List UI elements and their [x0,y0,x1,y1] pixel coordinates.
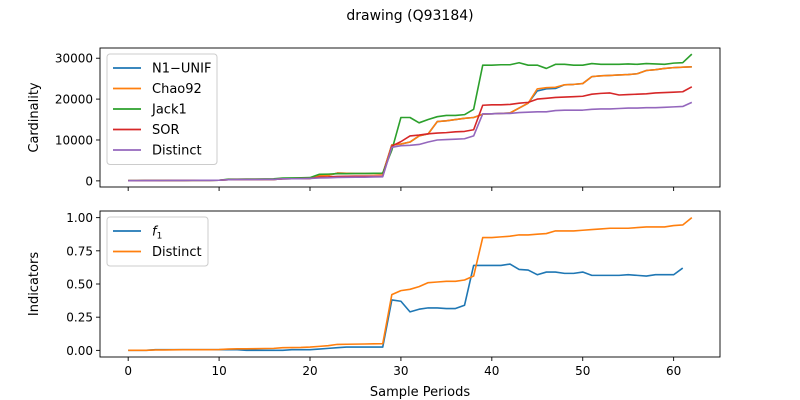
x-axis-label: Sample Periods [370,385,470,400]
y-tick-label: 0.25 [66,311,93,325]
y-tick-label: 1.00 [66,211,93,225]
legend-label: Jack1 [151,103,187,118]
x-tick-label: 30 [393,364,408,378]
y-tick-label: 20000 [55,93,93,107]
y-axis-label: Cardinality [27,82,42,153]
legend-label: Chao92 [152,82,202,97]
x-tick-label: 60 [666,364,681,378]
cardinality-chart: 0 10000 20000 30000 Cardinality N1−UNIF Chao92… [27,47,721,191]
legend-box [106,53,218,165]
legend-box [106,216,209,267]
y-tick-label: 10000 [55,133,93,147]
x-tick-label: 20 [302,364,317,378]
x-tick-label: 0 [124,364,132,378]
indicators-chart: 0 10 20 30 40 50 60 0.00 0.25 0.50 0.75 1.00 Indicat… [27,210,721,400]
y-axis-label: Indicators [27,252,42,316]
x-tick-label: 40 [484,364,499,378]
figure-title: drawing (Q93184) [346,8,473,24]
y-tick-label: 0.75 [66,244,93,258]
y-tick-label: 0.00 [66,344,93,358]
legend-label: Distinct [152,144,202,159]
x-tick-label: 50 [575,364,590,378]
legend-label: N1−UNIF [152,62,211,77]
series-line-0-4 [128,101,693,182]
y-tick-label: 30000 [55,52,93,66]
axes-frame [99,47,721,188]
legend-label: Distinct [152,245,202,260]
y-tick-label: 0.50 [66,278,93,292]
legend-label: f1 [152,225,162,242]
y-tick-label: 0 [85,174,93,188]
series-line-1-0 [128,263,684,352]
legend-label: SOR [152,123,180,138]
series-line-1-1 [128,217,693,352]
x-tick-label: 10 [211,364,226,378]
